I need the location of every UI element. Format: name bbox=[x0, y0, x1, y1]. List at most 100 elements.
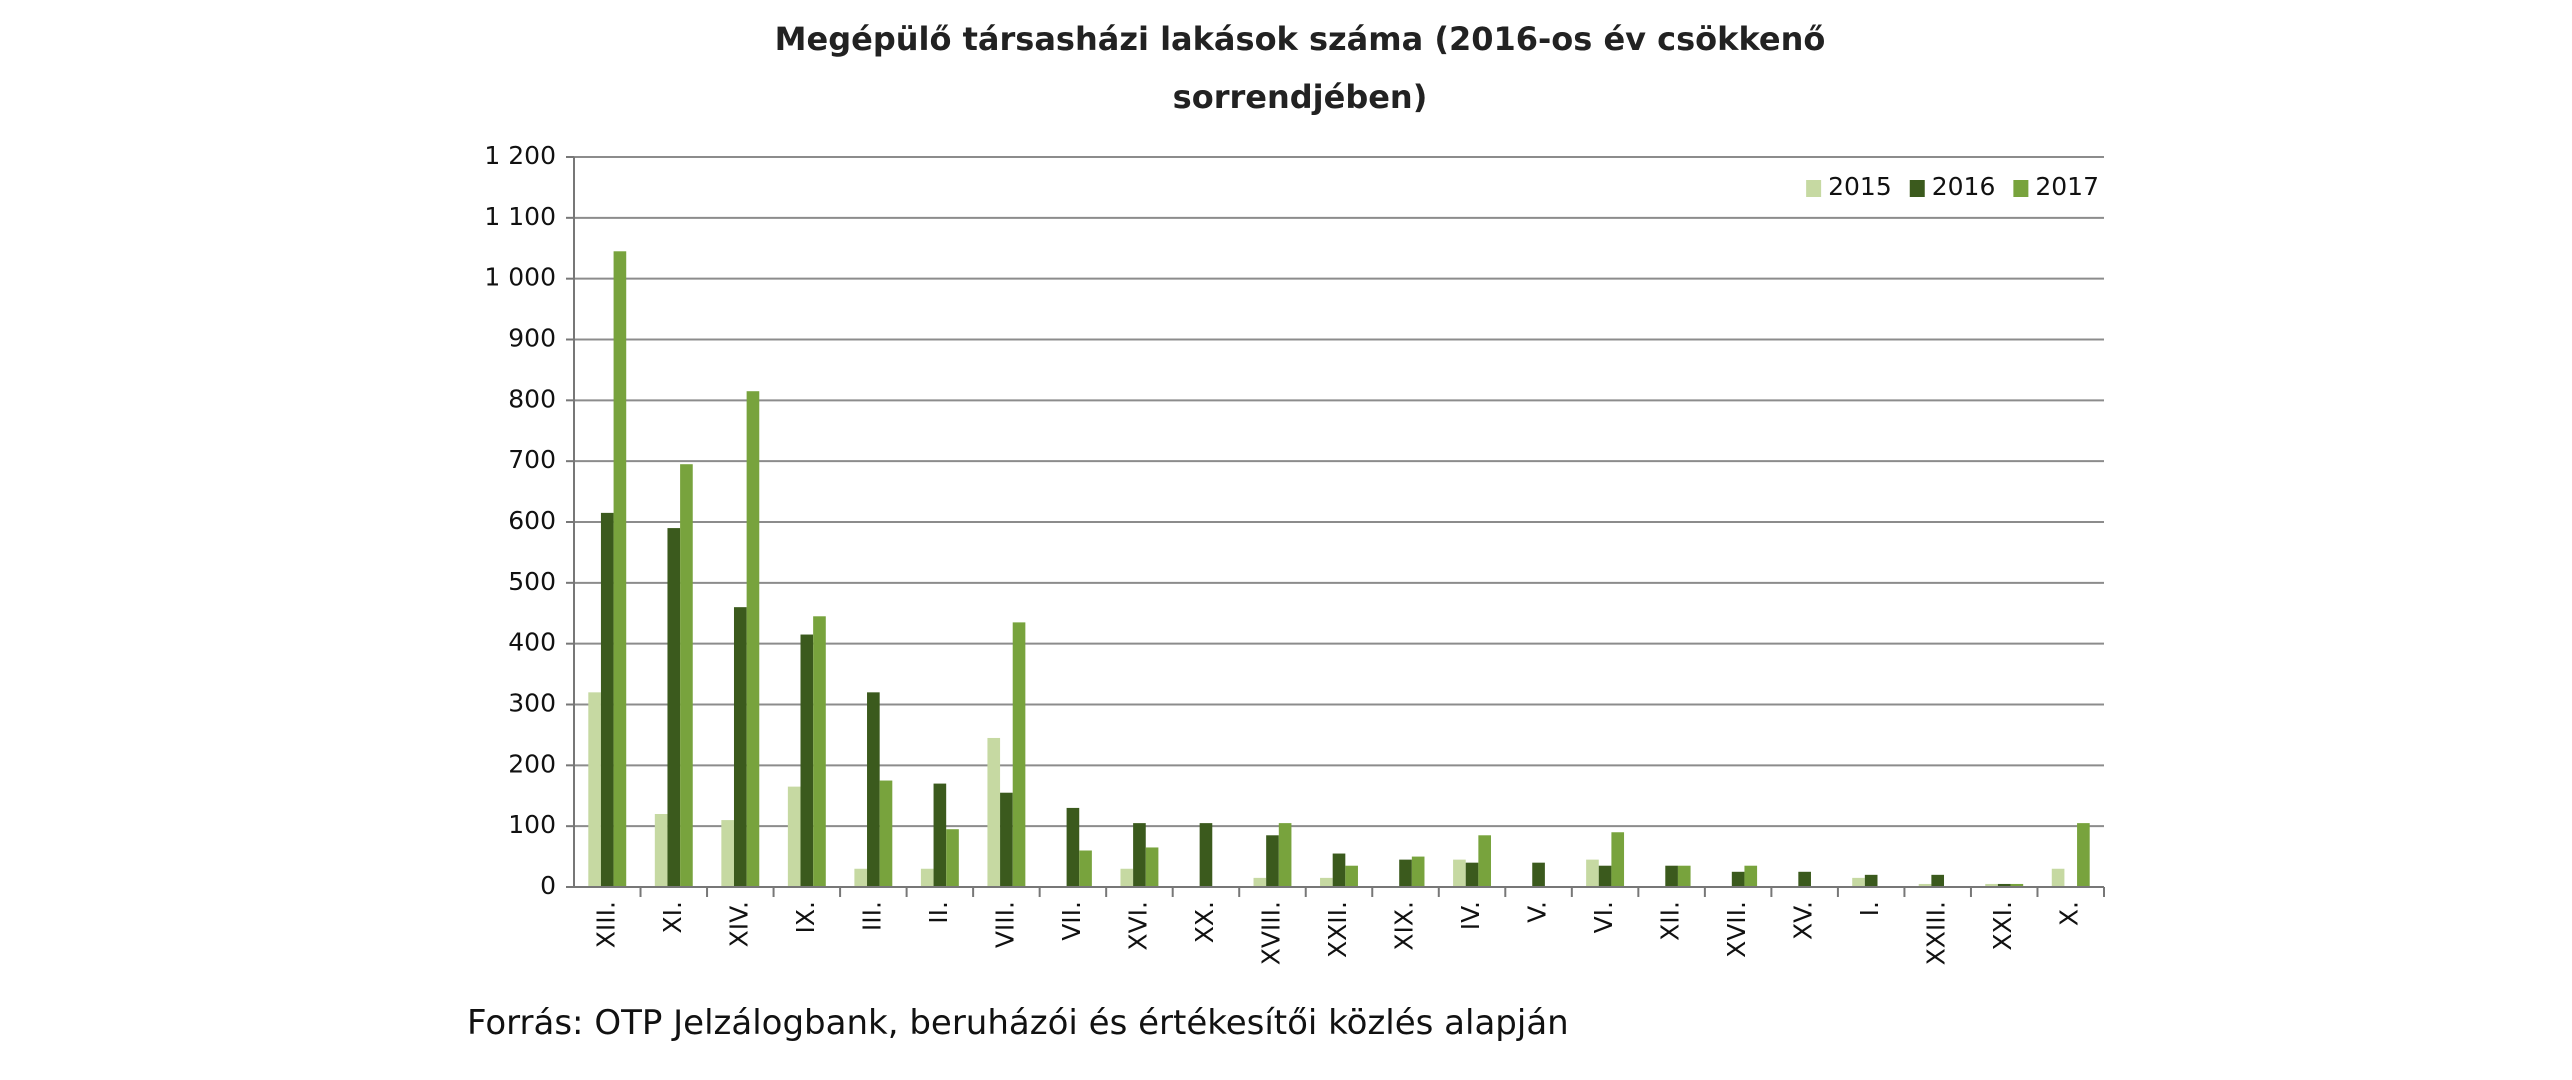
x-tick-label: II. bbox=[924, 901, 953, 924]
y-tick-label: 900 bbox=[508, 324, 556, 353]
y-tick-label: 1 000 bbox=[484, 263, 556, 292]
bar bbox=[1852, 877, 1865, 887]
bar bbox=[1066, 807, 1080, 887]
source-note: Forrás: OTP Jelzálogbank, beruházói és é… bbox=[467, 1003, 1569, 1043]
bar bbox=[746, 391, 760, 887]
bar bbox=[1266, 835, 1279, 887]
bar bbox=[933, 783, 947, 887]
bar bbox=[1453, 859, 1466, 887]
bar bbox=[1345, 865, 1358, 887]
bar bbox=[1665, 865, 1678, 887]
x-tick-label: X. bbox=[2055, 901, 2084, 926]
bar bbox=[1532, 862, 1545, 887]
bar bbox=[1012, 622, 1026, 887]
y-tick-label: 400 bbox=[508, 628, 556, 657]
legend-label: 2015 bbox=[1828, 172, 1892, 201]
bar bbox=[654, 814, 668, 887]
y-tick-label: 300 bbox=[508, 689, 556, 718]
x-tick-label: XVI. bbox=[1123, 901, 1152, 951]
legend-label: 2016 bbox=[1932, 172, 1996, 201]
bar bbox=[613, 251, 627, 887]
bar bbox=[1731, 871, 1745, 887]
bar bbox=[680, 464, 693, 887]
bar bbox=[733, 607, 747, 887]
x-tick-label: IV. bbox=[1456, 901, 1485, 930]
bar bbox=[1199, 823, 1213, 887]
y-tick-label: 1 100 bbox=[484, 202, 556, 231]
bar bbox=[1145, 847, 1159, 887]
x-tick-label: XXII. bbox=[1323, 901, 1352, 958]
bar bbox=[1278, 823, 1292, 887]
bar bbox=[2077, 823, 2090, 887]
x-tick-label: V. bbox=[1523, 901, 1552, 923]
bar bbox=[800, 634, 814, 887]
bar bbox=[1985, 883, 1998, 887]
y-tick-label: 100 bbox=[508, 810, 556, 839]
x-tick-label: XIX. bbox=[1390, 901, 1419, 951]
y-tick-label: 500 bbox=[508, 567, 556, 596]
bar bbox=[2010, 883, 2024, 887]
chart-title: Megépülő társasházi lakások száma (2016-… bbox=[774, 20, 1826, 116]
bar bbox=[867, 692, 880, 887]
legend-label: 2017 bbox=[2035, 172, 2099, 201]
bar bbox=[588, 692, 601, 887]
bar bbox=[1079, 850, 1092, 887]
x-tick-label: XVII. bbox=[1722, 901, 1751, 958]
x-tick-label: XIII. bbox=[591, 901, 620, 948]
bar bbox=[1399, 859, 1412, 887]
y-tick-label: 0 bbox=[540, 871, 556, 900]
x-tick-label: I. bbox=[1855, 901, 1884, 916]
bar bbox=[1332, 853, 1346, 887]
x-tick-label: XIV. bbox=[724, 901, 753, 947]
bar bbox=[1120, 868, 1134, 887]
bar bbox=[2051, 868, 2065, 887]
y-tick-label: 200 bbox=[508, 749, 556, 778]
bar bbox=[1744, 865, 1758, 887]
x-tick-label: XVIII. bbox=[1256, 901, 1285, 965]
bar bbox=[1253, 877, 1267, 887]
bar bbox=[787, 786, 801, 887]
x-tick-label: XI. bbox=[658, 901, 687, 933]
x-tick-label: XXIII. bbox=[1922, 901, 1951, 965]
y-tick-label: 700 bbox=[508, 445, 556, 474]
bar bbox=[1465, 862, 1479, 887]
bar bbox=[1478, 835, 1492, 887]
x-tick-label: VII. bbox=[1057, 901, 1086, 941]
bar bbox=[879, 780, 893, 887]
bar bbox=[813, 616, 826, 887]
bar bbox=[1931, 874, 1945, 887]
bar bbox=[1411, 856, 1425, 887]
bar bbox=[1598, 865, 1612, 887]
y-tick-label: 600 bbox=[508, 506, 556, 535]
x-tick-label: XII. bbox=[1656, 901, 1685, 941]
x-tick-label: VI. bbox=[1589, 901, 1618, 933]
x-tick-label: XXI. bbox=[1988, 901, 2017, 951]
bar bbox=[667, 528, 681, 887]
bar bbox=[1320, 877, 1333, 887]
legend-swatch bbox=[1806, 180, 1822, 197]
bar bbox=[854, 868, 868, 887]
bar bbox=[920, 868, 934, 887]
bar bbox=[1133, 823, 1146, 887]
bar bbox=[721, 820, 734, 887]
bar bbox=[600, 512, 614, 887]
x-tick-label: VIII. bbox=[990, 901, 1019, 948]
y-tick-label: 800 bbox=[508, 384, 556, 413]
bar bbox=[1611, 832, 1625, 887]
bar bbox=[1000, 792, 1013, 887]
legend-swatch bbox=[2013, 180, 2029, 197]
y-tick-label: 1 200 bbox=[484, 141, 556, 170]
legend-swatch bbox=[1909, 180, 1925, 197]
x-tick-label: IX. bbox=[791, 901, 820, 933]
x-tick-label: III. bbox=[857, 901, 886, 931]
x-tick-label: XV. bbox=[1789, 901, 1818, 940]
bar bbox=[1798, 871, 1811, 887]
bar bbox=[946, 829, 959, 887]
bar bbox=[1997, 883, 2011, 887]
bar bbox=[1677, 865, 1691, 887]
bar bbox=[987, 737, 1001, 887]
bar bbox=[1864, 874, 1878, 887]
x-tick-label: XX. bbox=[1190, 901, 1219, 943]
